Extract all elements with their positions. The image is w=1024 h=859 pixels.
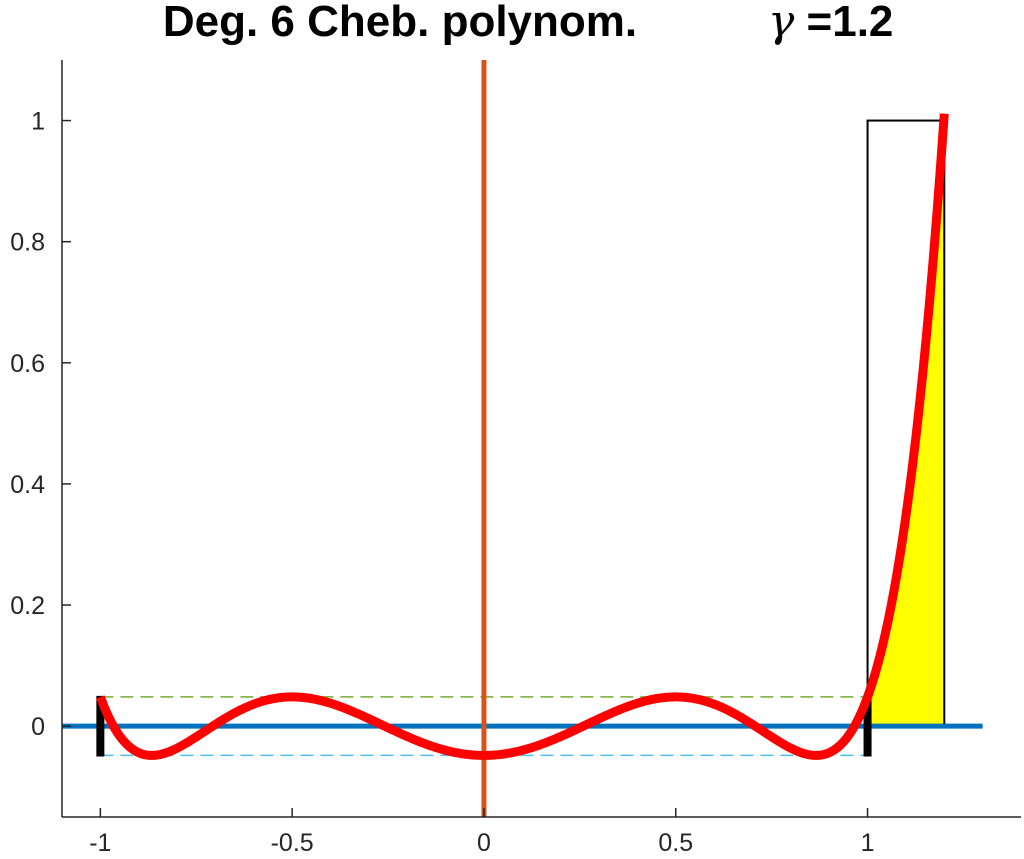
chart-title: Deg. 6 Cheb. polynom. γ =1.2 [163,0,894,47]
lines-layer [62,60,983,817]
axes: -1 -0.5 0 0.5 1 0 0.2 0.4 0.6 0.8 1 [10,60,1021,857]
y-tick-label: 1 [31,108,45,136]
x-tick-label: -1 [89,829,111,857]
title-gamma: γ =1.2 [768,0,893,47]
y-tick-label: 0.8 [10,229,45,257]
fill-layer [866,113,946,728]
polynomial-curve [96,113,949,760]
gamma-symbol: γ [768,0,795,47]
y-tick-label: 0.2 [10,592,45,620]
y-tick-label: 0 [31,713,45,741]
x-tick-label: 0 [477,829,491,857]
x-tick-label: -0.5 [271,829,314,857]
yellow-fill-region [866,113,946,727]
y-tick-label: 0.4 [10,471,45,499]
gamma-value: =1.2 [794,0,893,46]
x-tick-label: 0.5 [658,829,693,857]
y-tick-label: 0.6 [10,350,45,378]
x-tick-label: 1 [861,829,875,857]
title-main: Deg. 6 Cheb. polynom. [163,0,637,46]
curve-layer [96,113,949,760]
